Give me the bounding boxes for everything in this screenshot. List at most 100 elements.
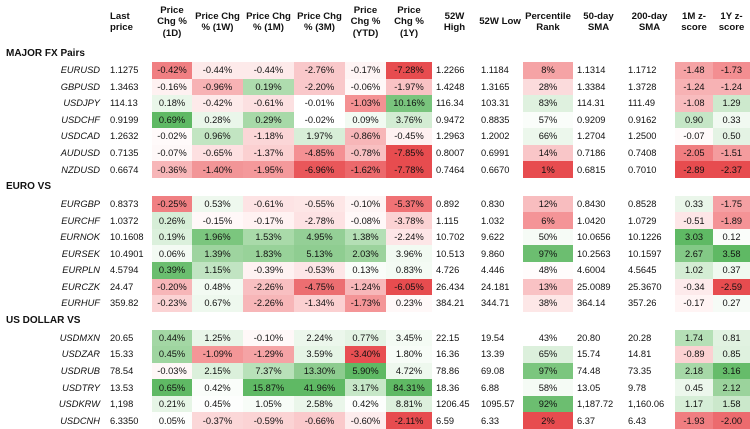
table-row: USDJPY 114.13 0.18% -0.42% -0.61% -0.01% -1.03… [0,95,750,112]
table-cell: 13.53 [110,382,134,393]
table-cell: -2.89 [675,161,713,178]
table-cell: 116.34 [436,98,464,109]
table-cell: -0.89 [675,346,713,363]
table-cell: -0.53% [294,262,345,279]
table-cell: -0.44% [192,62,243,79]
table-cell: 6.37 [577,415,596,426]
table-cell: 1.2632 [110,131,139,142]
table-cell: 3.03 [675,228,713,246]
column-header-text: Percentile [525,10,571,22]
table-cell: 4.5645 [628,265,657,276]
table-cell: 1,198 [110,399,134,410]
table-cell: 26.434 [436,281,465,292]
table-cell: -3.78% [386,212,432,229]
table-cell: 3.59% [294,346,345,363]
table-cell: -0.96% [192,78,243,96]
table-cell: 1.02 [675,262,713,279]
table-row: EURGBP 0.8373 -0.25% 0.53% -0.61% -0.55% -0.10… [0,195,750,213]
table-cell: 2.24% [294,329,345,347]
table-cell: -1.24% [345,278,386,296]
table-cell: 1.25% [192,329,243,347]
table-cell: 1.83% [243,245,294,263]
pair-label: USDZAR [61,349,100,360]
table-cell: -0.06% [345,78,386,96]
table-cell: -0.23% [152,295,192,312]
table-cell: 2% [523,412,573,429]
pair-label: EURCZK [61,281,100,292]
table-cell: -2.78% [294,212,345,229]
table-cell: 0.83% [386,262,432,279]
table-cell: -0.55% [294,195,345,213]
table-row: NZDUSD 0.6674 -0.36% -1.40% -1.95% -6.96% -1.6… [0,161,750,178]
table-cell: 0.33 [713,111,750,129]
table-cell: 0.6991 [481,148,510,158]
table-cell: -0.61% [243,195,294,213]
table-cell: 0.7464 [436,164,465,175]
section-title: US DOLLAR VS [6,315,81,327]
table-cell: 1.53% [243,228,294,246]
table-cell: 0.7186 [577,148,606,158]
table-cell: -7.78% [386,161,432,178]
table-cell: 10.1597 [628,248,662,259]
table-cell: 50% [523,228,573,246]
table-cell: 15.74 [577,349,601,360]
table-cell: 57% [523,111,573,129]
table-cell: 0.6670 [481,164,510,175]
pair-label: USDKRW [58,399,100,410]
table-cell: 3.58 [713,245,750,263]
column-header-text: 52W Low [479,16,521,28]
table-row: EURCZK 24.47 -0.20% 0.48% -2.26% -4.75% -1.24%… [0,278,750,296]
pair-label: USDCAD [60,131,100,142]
table-cell: 0.9199 [110,114,139,125]
table-cell: -6.05% [386,278,432,296]
table-cell: 97% [523,245,573,263]
table-row: AUDUSD 0.7135 -0.07% -0.65% -1.37% -4.85% -0.7… [0,144,750,162]
table-cell: -1.09% [192,346,243,363]
table-cell: -0.78% [345,144,386,162]
table-cell: 1206.45 [436,399,470,410]
table-cell: 13.05 [577,382,601,393]
table-cell: 2.67 [675,245,713,263]
column-header-text: % (1M) [253,22,284,33]
table-cell: 5.90% [345,362,386,380]
table-cell: 78.86 [436,366,460,377]
table-cell: 0.45 [675,379,713,396]
table-row: EURNOK 10.1608 0.19% 1.96% 1.53% 4.95% 1.38% -2… [0,228,750,246]
table-cell: 41.96% [294,379,345,396]
table-cell: 78.54 [110,366,134,377]
column-header-text: (YTD) [352,27,379,39]
table-cell: -2.59 [713,278,750,296]
pair-label: EURGBP [60,199,100,210]
table-cell: 1.0420 [577,215,606,226]
table-cell: 22.15 [436,332,460,343]
table-cell: -0.51 [675,212,713,229]
table-cell: -1.08 [675,95,713,112]
table-cell: 58% [523,379,573,396]
table-cell: -5.37% [386,195,432,213]
table-row: GBPUSD 1.3463 -0.16% -0.96% 0.19% -2.20% -0.06… [0,78,750,96]
table-cell: 1% [523,161,573,178]
table-cell: 1.3463 [110,81,139,92]
table-cell: -0.17% [345,62,386,79]
table-cell: 19.54 [481,332,505,343]
column-header-row: Last price Price Chg % (1D) Price Chg% (1W) P… [0,0,750,44]
table-cell: 1.80% [386,346,432,363]
table-cell: 0.27 [713,295,750,312]
table-cell: 5.13% [294,245,345,263]
table-cell: 0.892 [436,199,460,210]
table-cell: -1.24 [713,78,750,96]
column-header-text: Price [160,5,184,17]
table-cell: -0.10% [243,329,294,347]
table-cell: 0.6674 [110,164,139,175]
table-cell: -2.05 [675,144,713,162]
table-cell: 1.15% [192,262,243,279]
table-cell: 16.36 [436,349,460,360]
column-header-text: Chg % [350,16,381,28]
table-cell: 1.0729 [628,215,657,226]
pair-label: EURHUF [61,298,100,309]
table-cell: 14.81 [628,349,652,360]
table-cell: 1.74 [675,329,713,347]
table-cell: -4.85% [294,144,345,162]
table-cell: -1.24 [675,78,713,96]
